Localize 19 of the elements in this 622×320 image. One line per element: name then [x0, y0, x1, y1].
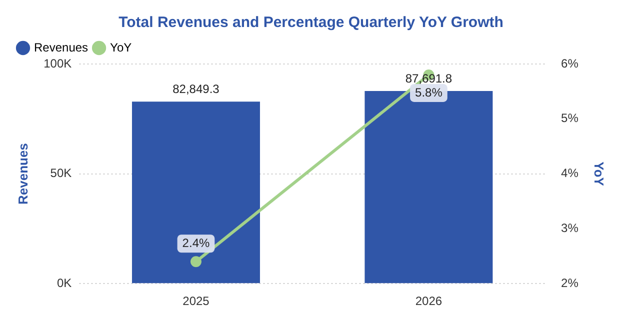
y-tick-label: 100K: [44, 56, 72, 70]
y2-tick-label: 5%: [561, 111, 579, 126]
chart-title: Total Revenues and Percentage Quarterly YoY Growth: [118, 14, 504, 32]
y2-tick-label: 3%: [561, 221, 579, 236]
data-label: 5.8%: [415, 85, 443, 100]
y-tick-label: 50K: [50, 166, 72, 180]
y2-tick-label: 2%: [561, 276, 579, 290]
y-axis-title: Revenues: [15, 143, 30, 205]
data-label: 2.4%: [182, 236, 210, 250]
y2-tick-label: 4%: [561, 166, 579, 180]
y2-tick-label: 6%: [561, 56, 579, 70]
legend-label: YoY: [110, 40, 132, 54]
y2-axis-title: YoY: [592, 162, 607, 186]
x-tick-label: 2026: [415, 294, 442, 308]
data-label: 87,691.8: [405, 71, 452, 86]
data-label: 82,849.3: [172, 82, 220, 96]
x-tick-label: 2025: [182, 294, 210, 308]
legend-label: Revenues: [34, 40, 88, 54]
y-tick-label: 0K: [56, 276, 72, 290]
